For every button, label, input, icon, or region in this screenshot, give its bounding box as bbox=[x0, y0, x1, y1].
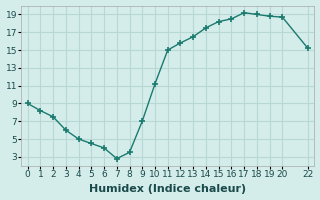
X-axis label: Humidex (Indice chaleur): Humidex (Indice chaleur) bbox=[89, 184, 246, 194]
